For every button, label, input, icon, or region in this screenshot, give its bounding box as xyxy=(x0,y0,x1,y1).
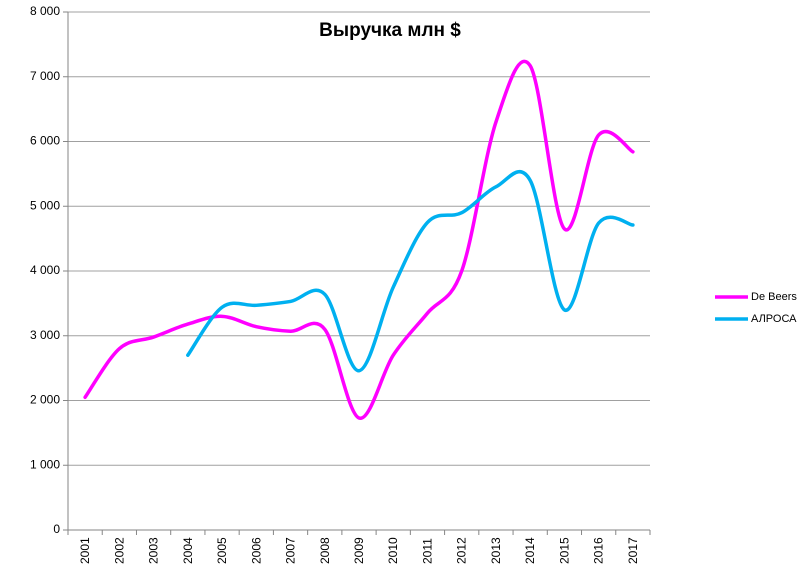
x-axis-ticks: 2001 2002 2003 2004 2005 2006 2007 2008 2009 2010… xyxy=(67,530,651,564)
x-tick-label: 2004 xyxy=(181,537,195,564)
x-tick-label: 2001 xyxy=(78,537,92,564)
x-tick-label: 2005 xyxy=(215,537,229,564)
x-tick-label: 2010 xyxy=(386,537,400,564)
y-tick-label: 6 000 xyxy=(30,134,60,148)
y-tick-label: 3 000 xyxy=(30,328,60,342)
y-tick-label: 0 xyxy=(53,522,60,536)
x-tick-label: 2012 xyxy=(455,537,469,564)
x-tick-label: 2011 xyxy=(420,538,434,564)
x-tick-label: 2006 xyxy=(249,537,263,564)
y-tick-label: 8 000 xyxy=(30,4,60,18)
y-tick-label: 2 000 xyxy=(30,393,60,407)
x-tick-label: 2007 xyxy=(284,537,298,564)
y-tick-label: 4 000 xyxy=(30,263,60,277)
x-tick-label: 2016 xyxy=(592,537,606,564)
series-lines xyxy=(83,59,635,420)
y-tick-label: 1 000 xyxy=(30,457,60,471)
series-line-de-beers xyxy=(83,59,635,420)
x-tick-label: 2002 xyxy=(112,537,126,564)
legend-label: De Beers xyxy=(751,291,797,303)
y-tick-label: 5 000 xyxy=(30,198,60,212)
chart-title: Выручка млн $ xyxy=(319,20,461,41)
gridlines xyxy=(67,11,650,531)
series-line-alrosa xyxy=(186,170,635,373)
legend-label: АЛРОСА xyxy=(751,313,797,325)
x-tick-label: 2015 xyxy=(557,537,571,564)
y-tick-label: 7 000 xyxy=(30,69,60,83)
x-tick-label: 2008 xyxy=(318,537,332,564)
x-tick-label: 2009 xyxy=(352,537,366,564)
legend: De Beers АЛРОСА xyxy=(715,291,797,325)
x-tick-label: 2017 xyxy=(626,537,640,564)
x-tick-label: 2014 xyxy=(523,537,537,564)
x-tick-label: 2013 xyxy=(489,537,503,564)
y-axis-ticks: 0 1 000 2 000 3 000 4 000 5 000 6 000 7 000 8 00… xyxy=(30,4,68,536)
x-tick-label: 2003 xyxy=(147,537,161,564)
